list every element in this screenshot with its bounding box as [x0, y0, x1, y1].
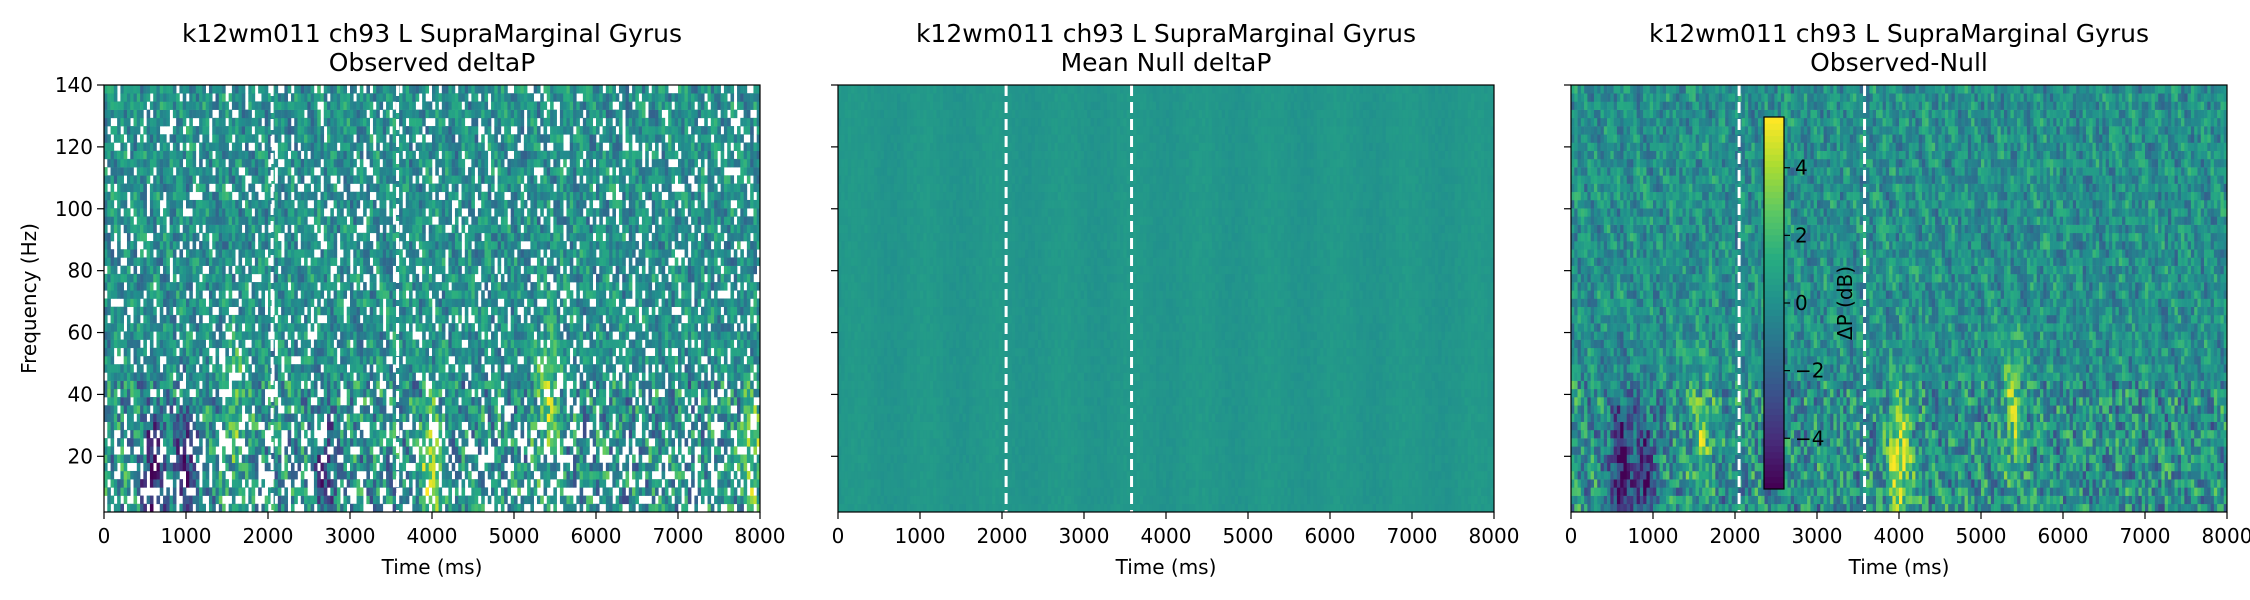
x-tick-label: 5000 — [489, 524, 540, 548]
x-tick-label: 8000 — [2202, 524, 2250, 548]
y-tick-label: 20 — [68, 444, 93, 468]
heatmap-cells — [1571, 85, 2227, 512]
x-axis-label: Time (ms) — [1848, 555, 1950, 579]
x-axis-label: Time (ms) — [1115, 555, 1217, 579]
x-tick-label: 8000 — [1469, 524, 1520, 548]
x-tick-label: 2000 — [977, 524, 1028, 548]
x-tick-label: 6000 — [2038, 524, 2089, 548]
x-tick-label: 2000 — [1710, 524, 1761, 548]
colorbar-label: ΔP (dB) — [1833, 266, 1857, 340]
x-tick-label: 0 — [832, 524, 845, 548]
x-tick-label: 7000 — [2120, 524, 2171, 548]
y-tick-label: 100 — [55, 197, 93, 221]
x-tick-label: 1000 — [161, 524, 212, 548]
colorbar-tick-label: −4 — [1795, 426, 1824, 450]
x-tick-label: 0 — [98, 524, 111, 548]
colorbar-tick-label: −2 — [1795, 359, 1824, 383]
chart-subtitle: Mean Null deltaP — [1061, 48, 1272, 77]
y-axis-label: Frequency (Hz) — [17, 223, 41, 374]
chart-title: k12wm011 ch93 L SupraMarginal Gyrus — [916, 19, 1416, 48]
chart-title: k12wm011 ch93 L SupraMarginal Gyrus — [1649, 19, 2149, 48]
chart-panel-2: 0 1000 2000 3000 4000 5000 6000 7000 8000 k12wm01… — [831, 19, 1519, 579]
x-tick-label: 3000 — [325, 524, 376, 548]
x-tick-label: 7000 — [653, 524, 704, 548]
colorbar-tick-label: 0 — [1795, 291, 1808, 315]
x-tick-label: 8000 — [735, 524, 786, 548]
chart-subtitle: Observed deltaP — [329, 48, 536, 77]
y-tick-label: 60 — [68, 321, 93, 345]
y-tick-label: 40 — [68, 382, 93, 406]
x-tick-label: 1000 — [1628, 524, 1679, 548]
heatmap-cells — [104, 85, 760, 512]
x-tick-label: 6000 — [571, 524, 622, 548]
x-tick-label: 1000 — [895, 524, 946, 548]
y-tick-label: 80 — [68, 259, 93, 283]
x-tick-label: 4000 — [1141, 524, 1192, 548]
x-tick-label: 2000 — [243, 524, 294, 548]
x-tick-label: 0 — [1565, 524, 1578, 548]
x-tick-label: 7000 — [1387, 524, 1438, 548]
x-tick-label: 3000 — [1792, 524, 1843, 548]
heatmap-cells — [838, 85, 1494, 512]
colorbar-tick-label: 2 — [1795, 223, 1808, 247]
y-tick-label: 120 — [55, 135, 93, 159]
chart-panel-3: 0 1000 2000 3000 4000 5000 6000 7000 8000 k12wm01… — [1564, 19, 2250, 579]
y-tick-label: 140 — [55, 73, 93, 97]
x-tick-label: 5000 — [1223, 524, 1274, 548]
x-tick-label: 3000 — [1059, 524, 1110, 548]
colorbar-tick-label: 4 — [1795, 156, 1808, 180]
x-tick-label: 5000 — [1956, 524, 2007, 548]
x-tick-label: 4000 — [407, 524, 458, 548]
x-axis-label: Time (ms) — [381, 555, 483, 579]
x-tick-label: 6000 — [1305, 524, 1356, 548]
chart-subtitle: Observed-Null — [1810, 48, 1988, 77]
chart-title: k12wm011 ch93 L SupraMarginal Gyrus — [182, 19, 682, 48]
x-tick-label: 4000 — [1874, 524, 1925, 548]
chart-panel-1: 0 1000 2000 3000 4000 5000 6000 7000 8000 20 40 60 8… — [17, 19, 785, 579]
